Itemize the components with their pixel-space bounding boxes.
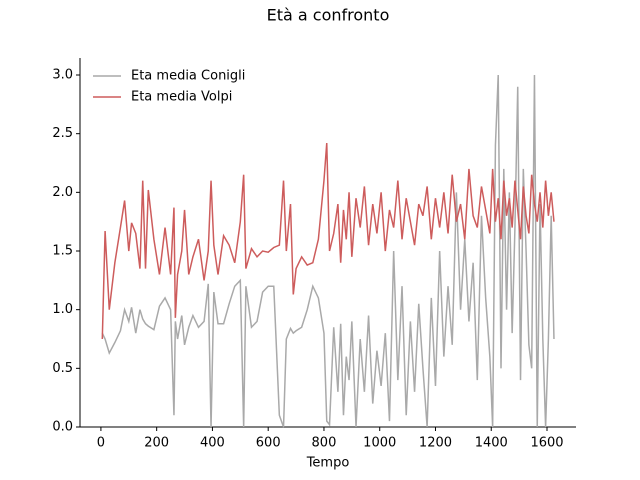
x-tick-label: 1000 bbox=[363, 436, 396, 451]
y-tick-label: 1.0 bbox=[52, 302, 73, 317]
x-tick-label: 1600 bbox=[530, 436, 563, 451]
x-tick-label: 0 bbox=[97, 436, 105, 451]
legend-label: Eta media Volpi bbox=[131, 90, 232, 105]
y-tick-label: 2.5 bbox=[52, 126, 73, 141]
series-line bbox=[101, 143, 555, 340]
y-tick-label: 2.0 bbox=[52, 185, 73, 200]
x-tick-label: 400 bbox=[200, 436, 225, 451]
x-tick-label: 200 bbox=[144, 436, 169, 451]
x-tick-label: 1400 bbox=[475, 436, 508, 451]
x-axis-label: Tempo bbox=[306, 456, 350, 471]
x-tick-label: 1200 bbox=[419, 436, 452, 451]
series-line bbox=[101, 74, 555, 428]
y-tick-label: 0.5 bbox=[52, 361, 73, 376]
y-tick-label: 1.5 bbox=[52, 244, 73, 259]
chart-title: Età a confronto bbox=[267, 6, 390, 25]
y-tick-label: 3.0 bbox=[52, 68, 73, 83]
x-tick-label: 800 bbox=[312, 436, 337, 451]
y-tick-label: 0.0 bbox=[52, 420, 73, 435]
legend-label: Eta media Conigli bbox=[131, 69, 245, 84]
x-tick-label: 600 bbox=[256, 436, 281, 451]
